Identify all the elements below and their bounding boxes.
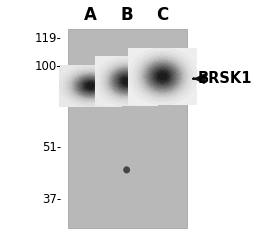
Text: A: A [84,6,97,24]
Text: C: C [156,6,169,24]
Text: 37-: 37- [42,193,61,206]
Text: 51-: 51- [42,141,61,154]
Text: B: B [120,6,133,24]
Text: BRSK1: BRSK1 [197,71,252,86]
Text: 119-: 119- [35,32,61,45]
Circle shape [124,167,129,173]
Text: 100-: 100- [35,60,61,74]
Bar [68,29,187,228]
